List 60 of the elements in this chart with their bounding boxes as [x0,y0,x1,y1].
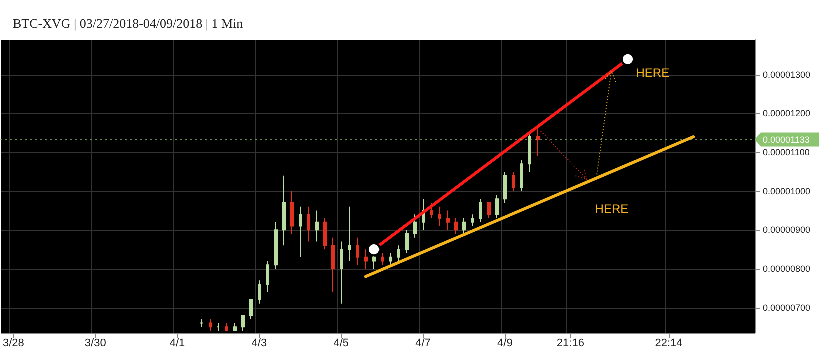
annotation: HERE [595,202,629,216]
y-tick-label: 0.00001100 [763,148,810,158]
candlestick [340,241,343,304]
candlestick [200,318,204,328]
candlestick [454,218,458,235]
candlestick [315,210,319,242]
y-tick-label: 0.00000900 [763,225,811,236]
candlestick [348,206,351,262]
candlestick [503,171,507,204]
candlestick [290,190,294,235]
candlestick [487,202,491,220]
candlestick [241,315,245,332]
candlestick [462,218,466,235]
x-tick-label: 3/28 [2,338,24,350]
x-tick-label: 4/1 [170,338,186,350]
candlestick [249,300,253,320]
x-tick-label: 22:14 [655,338,683,350]
y-tick-label: 0.00001300 [763,70,811,80]
candlestick [438,206,441,227]
candlestick [364,249,368,270]
candlestick [389,252,392,266]
x-tick-label: 4/5 [334,338,349,350]
x-tick-label: 4/7 [416,338,431,350]
candlestick [430,202,433,220]
candlestick [446,210,450,231]
candlestick [356,237,359,266]
candlestick [225,322,228,332]
candlestick [209,318,212,332]
x-tick-label: 3/30 [84,338,106,350]
candlestick [323,218,327,250]
candlestick [307,206,310,242]
x-tick-label: 21:16 [556,338,584,350]
y-tick-label: 0.00001000 [763,186,811,196]
candlestick [397,245,400,262]
candlestick [282,175,286,246]
candlestick [479,198,482,223]
candlestick [217,322,220,332]
x-tick-label: 4/3 [252,338,268,350]
y-tick-label: 0.00000700 [763,302,811,313]
candlestick [471,214,474,227]
candlestick [233,322,237,332]
candlestick [528,132,531,172]
y-tick-label: 0.00001200 [763,108,811,119]
candlestick [299,206,302,258]
candlestick [495,194,499,220]
candlestick [274,222,278,270]
chart-title: BTC-XVG | 03/27/2018-04/09/2018 | 1 Min [13,16,244,31]
x-tick-label: 4/9 [498,338,513,350]
candlestick [331,237,335,293]
candlestick [381,252,384,266]
candlestick [536,128,540,157]
candlestick [266,260,269,293]
candlestick [520,160,523,192]
candlestick [258,280,261,304]
y-tick-label: 0.00000800 [763,264,811,274]
candlestick [512,171,515,192]
ref-line-label: 0.00001133 [763,135,810,146]
candlestick [405,230,409,254]
candlestick [413,214,417,238]
annotation: HERE [636,66,670,80]
